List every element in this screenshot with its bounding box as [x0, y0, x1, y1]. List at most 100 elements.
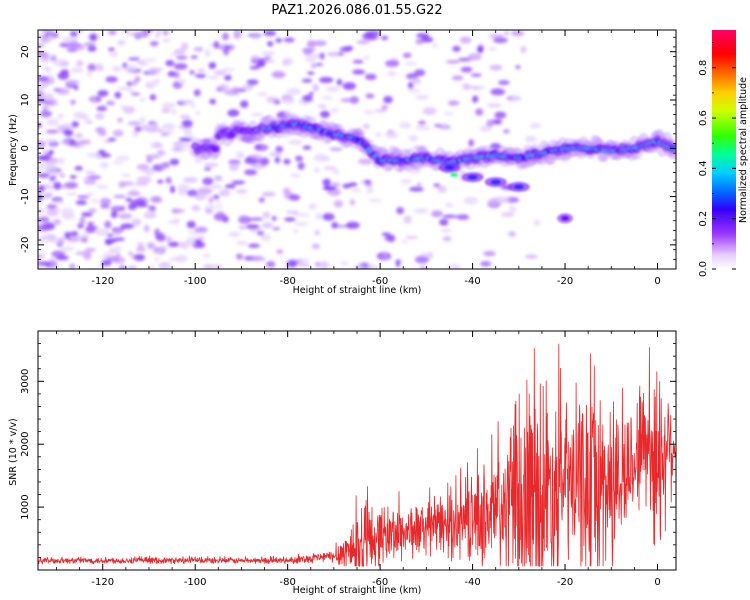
noise-blob	[186, 220, 196, 229]
noise-blob	[142, 30, 154, 34]
snr-series-line	[38, 343, 676, 567]
noise-blob	[60, 208, 74, 215]
noise-blob	[170, 145, 186, 153]
noise-blob	[311, 62, 317, 69]
noise-blob	[186, 189, 198, 197]
noise-blob	[342, 183, 351, 189]
noise-blob	[452, 45, 461, 52]
noise-blob	[533, 219, 541, 227]
noise-blob	[330, 182, 341, 188]
noise-blob	[158, 262, 171, 269]
noise-blob	[74, 45, 86, 51]
noise-blob	[120, 223, 135, 229]
noise-blob	[38, 76, 49, 82]
noise-blob	[322, 186, 337, 191]
noise-blob	[161, 102, 176, 109]
noise-blob	[89, 33, 98, 42]
noise-blob	[271, 71, 286, 79]
noise-blob	[83, 252, 92, 261]
noise-blob	[194, 193, 207, 201]
colorbar-label: Normalized spectral amplitude	[738, 77, 749, 223]
noise-blob	[431, 43, 439, 48]
noise-blob	[204, 204, 217, 210]
noise-blob	[314, 262, 321, 267]
noise-blob	[38, 261, 52, 266]
colorbar-tick-label: 0.8	[698, 60, 709, 76]
snr-y-axis-label: SNR (10 * v/v)	[8, 418, 19, 486]
noise-blob	[147, 67, 160, 76]
noise-blob	[272, 227, 281, 231]
noise-blob	[119, 105, 130, 110]
noise-blob	[59, 246, 75, 251]
noise-blob	[421, 36, 434, 43]
spectrogram-y-axis-label: Frequency (Hz)	[8, 114, 19, 186]
noise-blob	[84, 119, 93, 124]
noise-blob	[256, 230, 265, 236]
noise-blob	[73, 85, 79, 91]
noise-blob	[108, 247, 117, 255]
noise-blob	[130, 92, 141, 96]
noise-blob	[38, 254, 45, 259]
noise-blob	[231, 180, 246, 185]
noise-blob	[244, 169, 258, 176]
noise-blob	[520, 46, 527, 54]
noise-blob	[101, 259, 112, 267]
y-tick-label: -20	[20, 237, 31, 253]
noise-blob	[227, 109, 240, 117]
noise-blob	[139, 97, 147, 102]
noise-blob	[249, 217, 264, 221]
noise-blob	[108, 30, 117, 35]
noise-blob	[320, 105, 327, 110]
noise-blob	[422, 107, 437, 115]
noise-blob	[96, 105, 108, 112]
noise-blob	[106, 233, 114, 237]
noise-blob	[158, 244, 169, 250]
noise-blob	[313, 167, 320, 173]
noise-blob	[262, 211, 271, 219]
noise-blob	[38, 173, 51, 178]
noise-blob	[49, 176, 55, 182]
noise-blob	[301, 78, 313, 83]
noise-blob	[416, 33, 430, 39]
noise-blob	[405, 61, 418, 66]
noise-blob	[407, 81, 414, 90]
noise-blob	[94, 113, 105, 120]
noise-blob	[154, 142, 162, 148]
noise-blob	[283, 158, 291, 165]
noise-blob	[363, 179, 372, 184]
y-tick-label: -10	[20, 188, 31, 204]
noise-blob	[145, 81, 156, 87]
noise-blob	[95, 63, 104, 72]
snr-x-axis-label: Height of straight line (km)	[293, 585, 422, 596]
noise-blob	[395, 259, 401, 268]
noise-blob	[204, 208, 214, 214]
x-tick-label: -60	[372, 577, 388, 588]
noise-blob	[333, 199, 344, 208]
noise-blob	[115, 253, 121, 260]
noise-blob	[124, 64, 137, 73]
noise-blob	[38, 83, 49, 89]
noise-blob	[53, 58, 69, 67]
noise-blob	[112, 227, 123, 236]
noise-blob	[245, 224, 260, 230]
noise-blob	[38, 156, 52, 160]
noise-blob	[212, 263, 223, 269]
noise-blob	[447, 100, 460, 106]
noise-blob	[136, 176, 152, 184]
noise-blob	[119, 260, 125, 265]
noise-blob	[176, 55, 188, 60]
x-tick-label: 0	[654, 276, 660, 287]
noise-blob	[260, 234, 271, 242]
noise-blob	[322, 178, 331, 187]
noise-blob	[503, 129, 510, 134]
noise-blob	[417, 120, 427, 125]
noise-blob	[249, 65, 260, 70]
noise-blob	[483, 250, 496, 257]
noise-blob	[221, 68, 236, 72]
noise-blob	[167, 71, 176, 77]
noise-blob	[380, 36, 389, 40]
noise-blob	[314, 229, 321, 236]
noise-blob	[58, 140, 71, 144]
noise-blob	[190, 55, 198, 59]
noise-blob	[274, 156, 281, 164]
